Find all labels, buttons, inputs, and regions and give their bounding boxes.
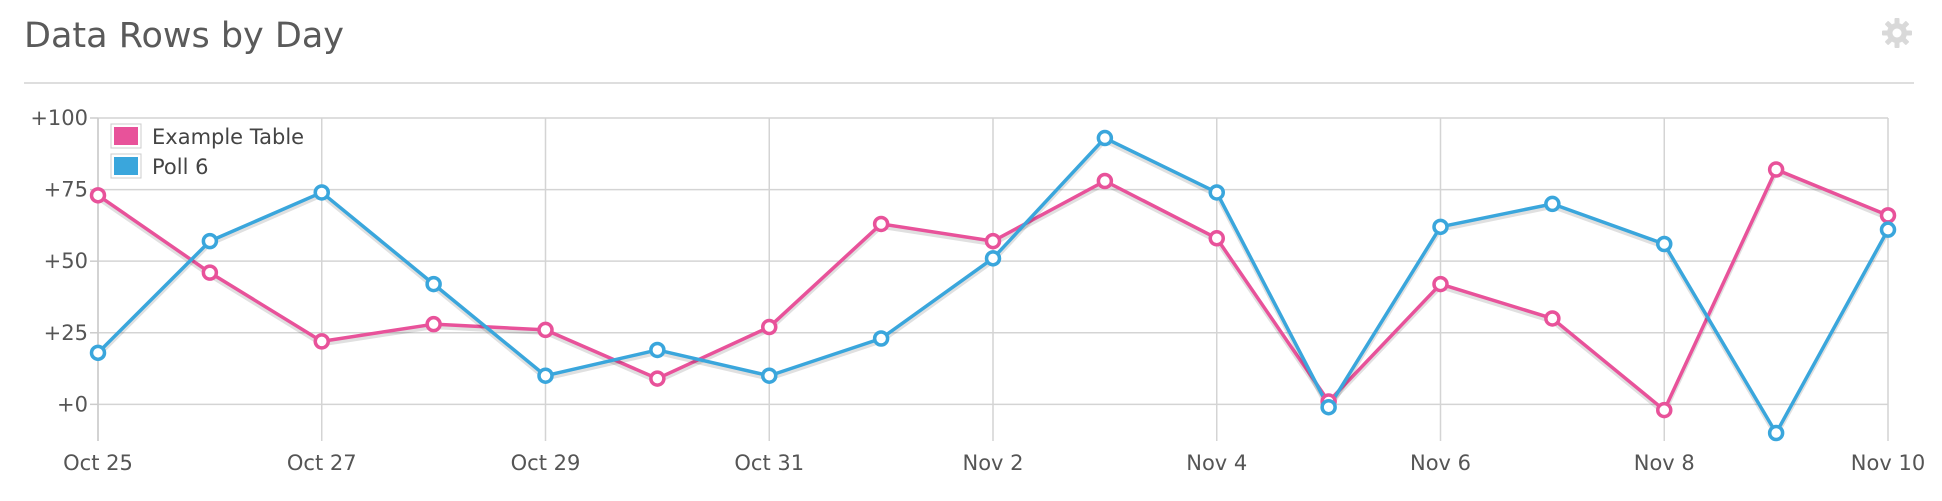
grid-lines <box>97 117 1889 441</box>
y-tick-label: +50 <box>44 249 88 273</box>
data-point[interactable] <box>89 344 107 362</box>
y-tick-label: +100 <box>30 106 88 130</box>
data-point[interactable] <box>1879 221 1897 238</box>
data-point[interactable] <box>1208 230 1225 247</box>
y-tick-label: +25 <box>44 321 88 345</box>
legend: Example Table Poll 6 <box>110 123 304 179</box>
legend-swatch <box>114 127 138 145</box>
x-tick-label: Oct 27 <box>287 451 357 475</box>
data-point[interactable] <box>1656 401 1673 419</box>
data-point[interactable] <box>201 232 219 250</box>
x-tick-label: Oct 31 <box>734 451 804 475</box>
data-point[interactable] <box>313 184 330 201</box>
data-point[interactable] <box>425 275 442 293</box>
legend-swatch <box>114 157 138 175</box>
y-tick-label: +0 <box>57 392 88 416</box>
data-point[interactable] <box>537 367 554 384</box>
chart-title: Data Rows by Day <box>24 16 345 56</box>
data-point[interactable] <box>1767 161 1785 178</box>
data-point[interactable] <box>1656 235 1673 253</box>
data-point[interactable] <box>872 330 890 347</box>
x-tick-label: Oct 29 <box>511 451 581 475</box>
data-point[interactable] <box>425 315 442 333</box>
data-point[interactable] <box>1544 310 1561 327</box>
data-point[interactable] <box>1208 184 1225 201</box>
data-point[interactable] <box>984 250 1002 267</box>
data-point[interactable] <box>872 215 890 233</box>
x-tick-label: Nov 10 <box>1851 451 1925 475</box>
data-point[interactable] <box>537 321 554 339</box>
data-point[interactable] <box>649 370 666 387</box>
gear-icon[interactable] <box>1880 16 1914 50</box>
data-point[interactable] <box>1096 129 1114 147</box>
x-tick-label: Nov 6 <box>1410 451 1471 475</box>
x-axis: Oct 25 Oct 27 Oct 29 Oct 31 Nov 2 Nov 4 Nov 6 N… <box>63 451 1925 475</box>
data-point[interactable] <box>761 367 778 384</box>
x-tick-label: Oct 25 <box>63 451 133 475</box>
chart-header: Data Rows by Day <box>24 0 1914 84</box>
data-point[interactable] <box>1879 207 1897 224</box>
data-point[interactable] <box>1432 218 1449 236</box>
data-point[interactable] <box>89 187 107 204</box>
data-point[interactable] <box>1767 424 1785 442</box>
data-point[interactable] <box>1432 275 1449 293</box>
data-point[interactable] <box>1096 172 1114 190</box>
legend-label: Poll 6 <box>152 155 208 179</box>
series-group <box>89 129 1897 442</box>
y-tick-label: +75 <box>44 178 88 202</box>
legend-label: Example Table <box>152 125 304 149</box>
data-point[interactable] <box>984 232 1002 250</box>
data-point[interactable] <box>649 341 666 359</box>
y-axis: +0 +25 +50 +75 +100 <box>30 106 98 416</box>
data-point[interactable] <box>761 318 778 336</box>
data-point[interactable] <box>1320 398 1337 416</box>
data-point[interactable] <box>201 264 219 281</box>
data-point[interactable] <box>1544 195 1561 213</box>
x-tick-label: Nov 4 <box>1186 451 1247 475</box>
x-tick-label: Nov 2 <box>962 451 1023 475</box>
data-point[interactable] <box>313 333 330 350</box>
x-tick-label: Nov 8 <box>1634 451 1695 475</box>
